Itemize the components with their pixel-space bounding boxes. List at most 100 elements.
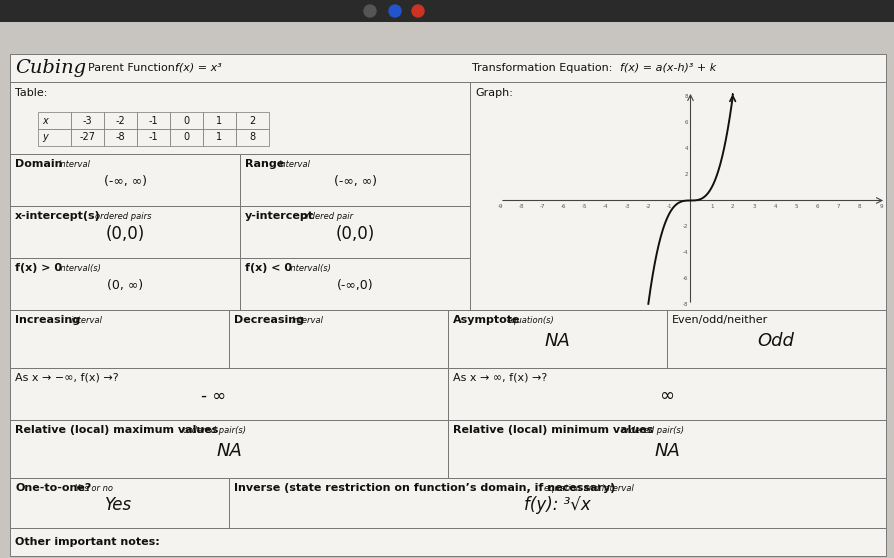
Bar <box>38 112 71 129</box>
Text: Relative (local) maximum values: Relative (local) maximum values <box>15 425 218 435</box>
Text: interval: interval <box>71 316 103 325</box>
Text: y: y <box>42 132 47 142</box>
Bar <box>448 368 886 420</box>
Text: -27: -27 <box>80 132 96 142</box>
Bar <box>10 368 448 420</box>
Circle shape <box>364 5 376 17</box>
Text: ordered pair(s): ordered pair(s) <box>183 426 246 435</box>
Text: 8: 8 <box>858 204 862 209</box>
Text: (0,0): (0,0) <box>105 225 145 243</box>
Text: NA: NA <box>654 442 680 460</box>
Text: 0: 0 <box>183 116 190 126</box>
Bar <box>71 129 104 146</box>
Text: Domain: Domain <box>15 159 63 169</box>
Text: 7: 7 <box>837 204 840 209</box>
Text: -9: -9 <box>497 204 502 209</box>
Text: f(x) > 0: f(x) > 0 <box>15 263 62 273</box>
Text: x: x <box>42 116 47 126</box>
Circle shape <box>389 5 401 17</box>
Bar <box>448 420 886 478</box>
Text: interval(s): interval(s) <box>289 264 332 273</box>
Text: -8: -8 <box>683 302 688 307</box>
Text: 1: 1 <box>710 204 713 209</box>
Text: Transformation Equation:: Transformation Equation: <box>472 63 612 73</box>
Bar <box>236 129 269 146</box>
Bar <box>10 154 240 206</box>
Text: 8: 8 <box>685 94 688 99</box>
Text: NA: NA <box>544 332 570 350</box>
Text: ordered pairs: ordered pairs <box>95 212 151 221</box>
Text: f(x) = x³: f(x) = x³ <box>175 63 222 73</box>
Text: Increasing: Increasing <box>15 315 80 325</box>
Text: 2: 2 <box>249 116 256 126</box>
Text: Relative (local) minimum values: Relative (local) minimum values <box>453 425 654 435</box>
Text: -3: -3 <box>82 116 92 126</box>
Text: Even/odd/neither: Even/odd/neither <box>672 315 768 325</box>
Bar <box>240 206 470 258</box>
Bar <box>667 310 886 368</box>
Text: Inverse (state restriction on function’s domain, if necessary): Inverse (state restriction on function’s… <box>234 483 615 493</box>
Bar <box>10 420 448 478</box>
Text: Range: Range <box>245 159 284 169</box>
Bar <box>10 206 240 258</box>
Text: - ∞: - ∞ <box>201 387 226 405</box>
Bar <box>10 82 470 154</box>
Text: 0: 0 <box>183 132 190 142</box>
Text: -1: -1 <box>667 204 672 209</box>
Text: -5: -5 <box>582 204 587 209</box>
Text: 8: 8 <box>249 132 256 142</box>
Text: -3: -3 <box>624 204 629 209</box>
Text: As x → −∞, f(x) →?: As x → −∞, f(x) →? <box>15 373 119 383</box>
Text: 6: 6 <box>815 204 819 209</box>
Bar <box>240 154 470 206</box>
Bar <box>170 112 203 129</box>
Bar <box>10 54 886 82</box>
Text: 3: 3 <box>752 204 755 209</box>
Text: Parent Function:: Parent Function: <box>88 63 179 73</box>
Bar <box>71 112 104 129</box>
Text: 1: 1 <box>216 132 223 142</box>
Bar <box>137 112 170 129</box>
Bar <box>0 0 894 22</box>
Text: 1: 1 <box>216 116 223 126</box>
Text: interval: interval <box>59 160 91 169</box>
Text: Yes or no: Yes or no <box>75 484 113 493</box>
Text: interval(s): interval(s) <box>59 264 102 273</box>
Text: Yes: Yes <box>105 496 132 514</box>
Text: 4: 4 <box>685 146 688 151</box>
Bar <box>137 129 170 146</box>
Text: 2: 2 <box>731 204 735 209</box>
Text: -2: -2 <box>683 224 688 229</box>
Text: Graph:: Graph: <box>475 88 513 98</box>
Text: -7: -7 <box>540 204 545 209</box>
Bar <box>10 310 229 368</box>
Text: ordered pair: ordered pair <box>301 212 353 221</box>
Text: equation(s): equation(s) <box>507 316 555 325</box>
Bar <box>203 112 236 129</box>
Text: ordered pair(s): ordered pair(s) <box>621 426 684 435</box>
Text: One-to-one?: One-to-one? <box>15 483 91 493</box>
Text: 5: 5 <box>795 204 798 209</box>
Text: -8: -8 <box>519 204 524 209</box>
Bar <box>10 478 229 528</box>
Bar <box>104 129 137 146</box>
Text: ∞: ∞ <box>660 387 674 405</box>
Text: As x → ∞, f(x) →?: As x → ∞, f(x) →? <box>453 373 547 383</box>
Bar <box>10 258 240 310</box>
Bar <box>104 112 137 129</box>
Text: -1: -1 <box>148 116 158 126</box>
Text: -4: -4 <box>683 250 688 255</box>
Text: -2: -2 <box>115 116 125 126</box>
Text: (0, ∞): (0, ∞) <box>107 280 143 292</box>
Text: Cubing: Cubing <box>15 59 86 77</box>
Text: equation and interval: equation and interval <box>544 484 634 493</box>
Bar <box>470 82 886 310</box>
Text: (-∞, ∞): (-∞, ∞) <box>104 176 147 189</box>
Bar <box>229 478 886 528</box>
Text: Decreasing: Decreasing <box>234 315 304 325</box>
Text: (-∞,0): (-∞,0) <box>337 280 374 292</box>
Text: 6: 6 <box>685 119 688 124</box>
Text: NA: NA <box>216 442 242 460</box>
Text: (0,0): (0,0) <box>335 225 375 243</box>
Circle shape <box>412 5 424 17</box>
